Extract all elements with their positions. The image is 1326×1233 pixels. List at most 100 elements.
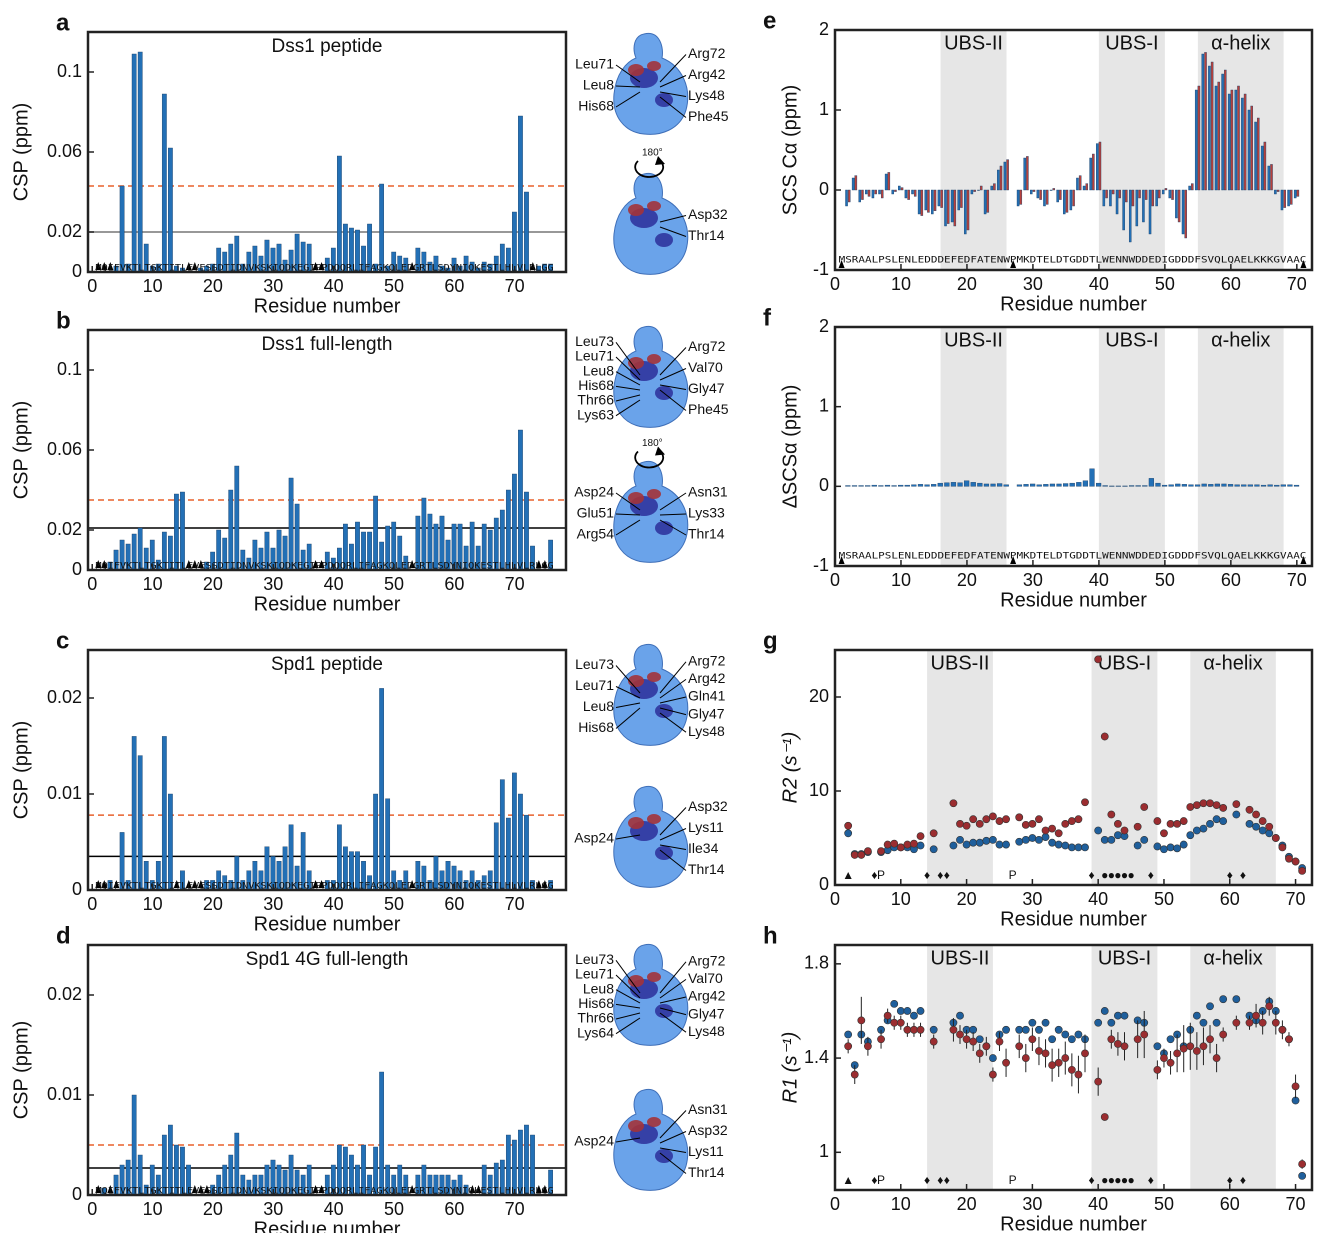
- data-point: [976, 839, 983, 846]
- data-point: [1200, 800, 1207, 807]
- x-tick-label: 20: [203, 276, 223, 296]
- bar: [1211, 62, 1213, 190]
- data-point: [956, 820, 963, 827]
- x-tick-label: 0: [830, 274, 840, 294]
- data-point: [1062, 1054, 1069, 1061]
- data-point: [1095, 1078, 1102, 1085]
- x-tick-label: 60: [444, 894, 464, 914]
- data-point: [996, 817, 1003, 824]
- x-tick-label: 60: [1221, 274, 1241, 294]
- data-point: [1075, 816, 1082, 823]
- y-tick-label: 0: [72, 559, 82, 579]
- bar: [947, 190, 949, 224]
- y-tick-label: 0.06: [47, 439, 82, 459]
- data-point: [996, 1038, 1003, 1045]
- bar: [1053, 188, 1055, 190]
- x-axis-title: Residue number: [1000, 1213, 1147, 1233]
- bar: [168, 148, 172, 272]
- data-point: [1108, 1019, 1115, 1026]
- structure-group: Leu73Leu71Leu8His68Thr66Lys64Arg72Val70A…: [574, 944, 728, 1190]
- bar: [892, 190, 894, 194]
- residue-label: Gly47: [688, 380, 725, 396]
- y-axis-title: SCS Cα (ppm): [779, 85, 801, 215]
- data-point: [1259, 1019, 1266, 1026]
- bar: [845, 190, 847, 206]
- data-point: [1101, 1007, 1108, 1014]
- region-label: α-helix: [1211, 32, 1270, 54]
- x-tick-label: 60: [1220, 889, 1240, 909]
- bar: [1228, 484, 1233, 486]
- bar: [1270, 164, 1272, 190]
- residue-marker: P: [1009, 1173, 1017, 1187]
- data-point: [1022, 821, 1029, 828]
- surface-patch: [647, 201, 661, 211]
- bar: [500, 780, 504, 890]
- bar: [512, 474, 516, 570]
- bar: [1215, 484, 1220, 486]
- bar: [984, 484, 989, 486]
- x-axis-title: Residue number: [254, 1218, 401, 1233]
- bar: [132, 54, 136, 272]
- bar: [1020, 190, 1022, 204]
- data-point: [970, 816, 977, 823]
- bar: [1237, 86, 1239, 190]
- data-point: [1213, 1054, 1220, 1061]
- bar: [958, 483, 963, 487]
- residue-label: Leu8: [583, 698, 614, 714]
- bar: [987, 190, 989, 212]
- data-point: [1049, 1062, 1056, 1069]
- panel: MQIFVKTLTGKTITLEVESSDTIDNVKSKIQDKEGIPPDQ…: [10, 922, 566, 1233]
- bar: [1050, 484, 1055, 486]
- data-point: [877, 1036, 884, 1043]
- data-point: [917, 842, 924, 849]
- x-tick-label: 20: [957, 274, 977, 294]
- residue-label: His68: [578, 377, 614, 393]
- bar: [1086, 184, 1088, 190]
- bar: [524, 1125, 528, 1195]
- bar: [927, 190, 929, 212]
- bar: [1152, 190, 1154, 206]
- data-point: [989, 1054, 996, 1061]
- residue-marker: ♦: [924, 1173, 930, 1187]
- bar: [1037, 485, 1042, 487]
- bar: [1268, 485, 1273, 487]
- bar: [1182, 190, 1184, 234]
- bar: [1264, 142, 1266, 190]
- bar: [977, 190, 979, 191]
- data-point: [1062, 1031, 1069, 1038]
- x-tick-label: 50: [1155, 570, 1175, 590]
- bar: [1241, 98, 1243, 190]
- data-point: [1081, 844, 1088, 851]
- data-point: [1002, 816, 1009, 823]
- x-tick-label: 70: [1287, 274, 1307, 294]
- data-point: [1035, 836, 1042, 843]
- bar: [1274, 485, 1279, 486]
- data-point: [950, 1026, 957, 1033]
- x-tick-label: 10: [891, 274, 911, 294]
- bar: [944, 190, 946, 226]
- residue-marker: ♦: [1148, 1173, 1154, 1187]
- surface-patch: [647, 972, 661, 982]
- bar: [1156, 483, 1161, 486]
- bar: [852, 486, 857, 487]
- surface-patch: [647, 354, 661, 364]
- y-axis-title: ΔSCSα (ppm): [779, 385, 801, 509]
- x-tick-label: 60: [1220, 1194, 1240, 1214]
- bar: [1030, 484, 1035, 486]
- data-point: [917, 1026, 924, 1033]
- data-point: [1174, 820, 1181, 827]
- x-tick-label: 50: [384, 1199, 404, 1219]
- data-point: [1292, 858, 1299, 865]
- residue-label: Asp24: [574, 830, 614, 846]
- bar: [1092, 154, 1094, 190]
- residue-marker: ♦: [1240, 868, 1246, 882]
- data-point: [1279, 844, 1286, 851]
- bar: [379, 688, 383, 890]
- bar: [385, 799, 389, 890]
- data-point: [917, 1007, 924, 1014]
- bar: [1109, 486, 1114, 487]
- bar: [845, 486, 850, 487]
- region-label: α-helix: [1211, 329, 1270, 351]
- data-point: [1200, 1043, 1207, 1050]
- residue-label: Gly47: [688, 705, 725, 721]
